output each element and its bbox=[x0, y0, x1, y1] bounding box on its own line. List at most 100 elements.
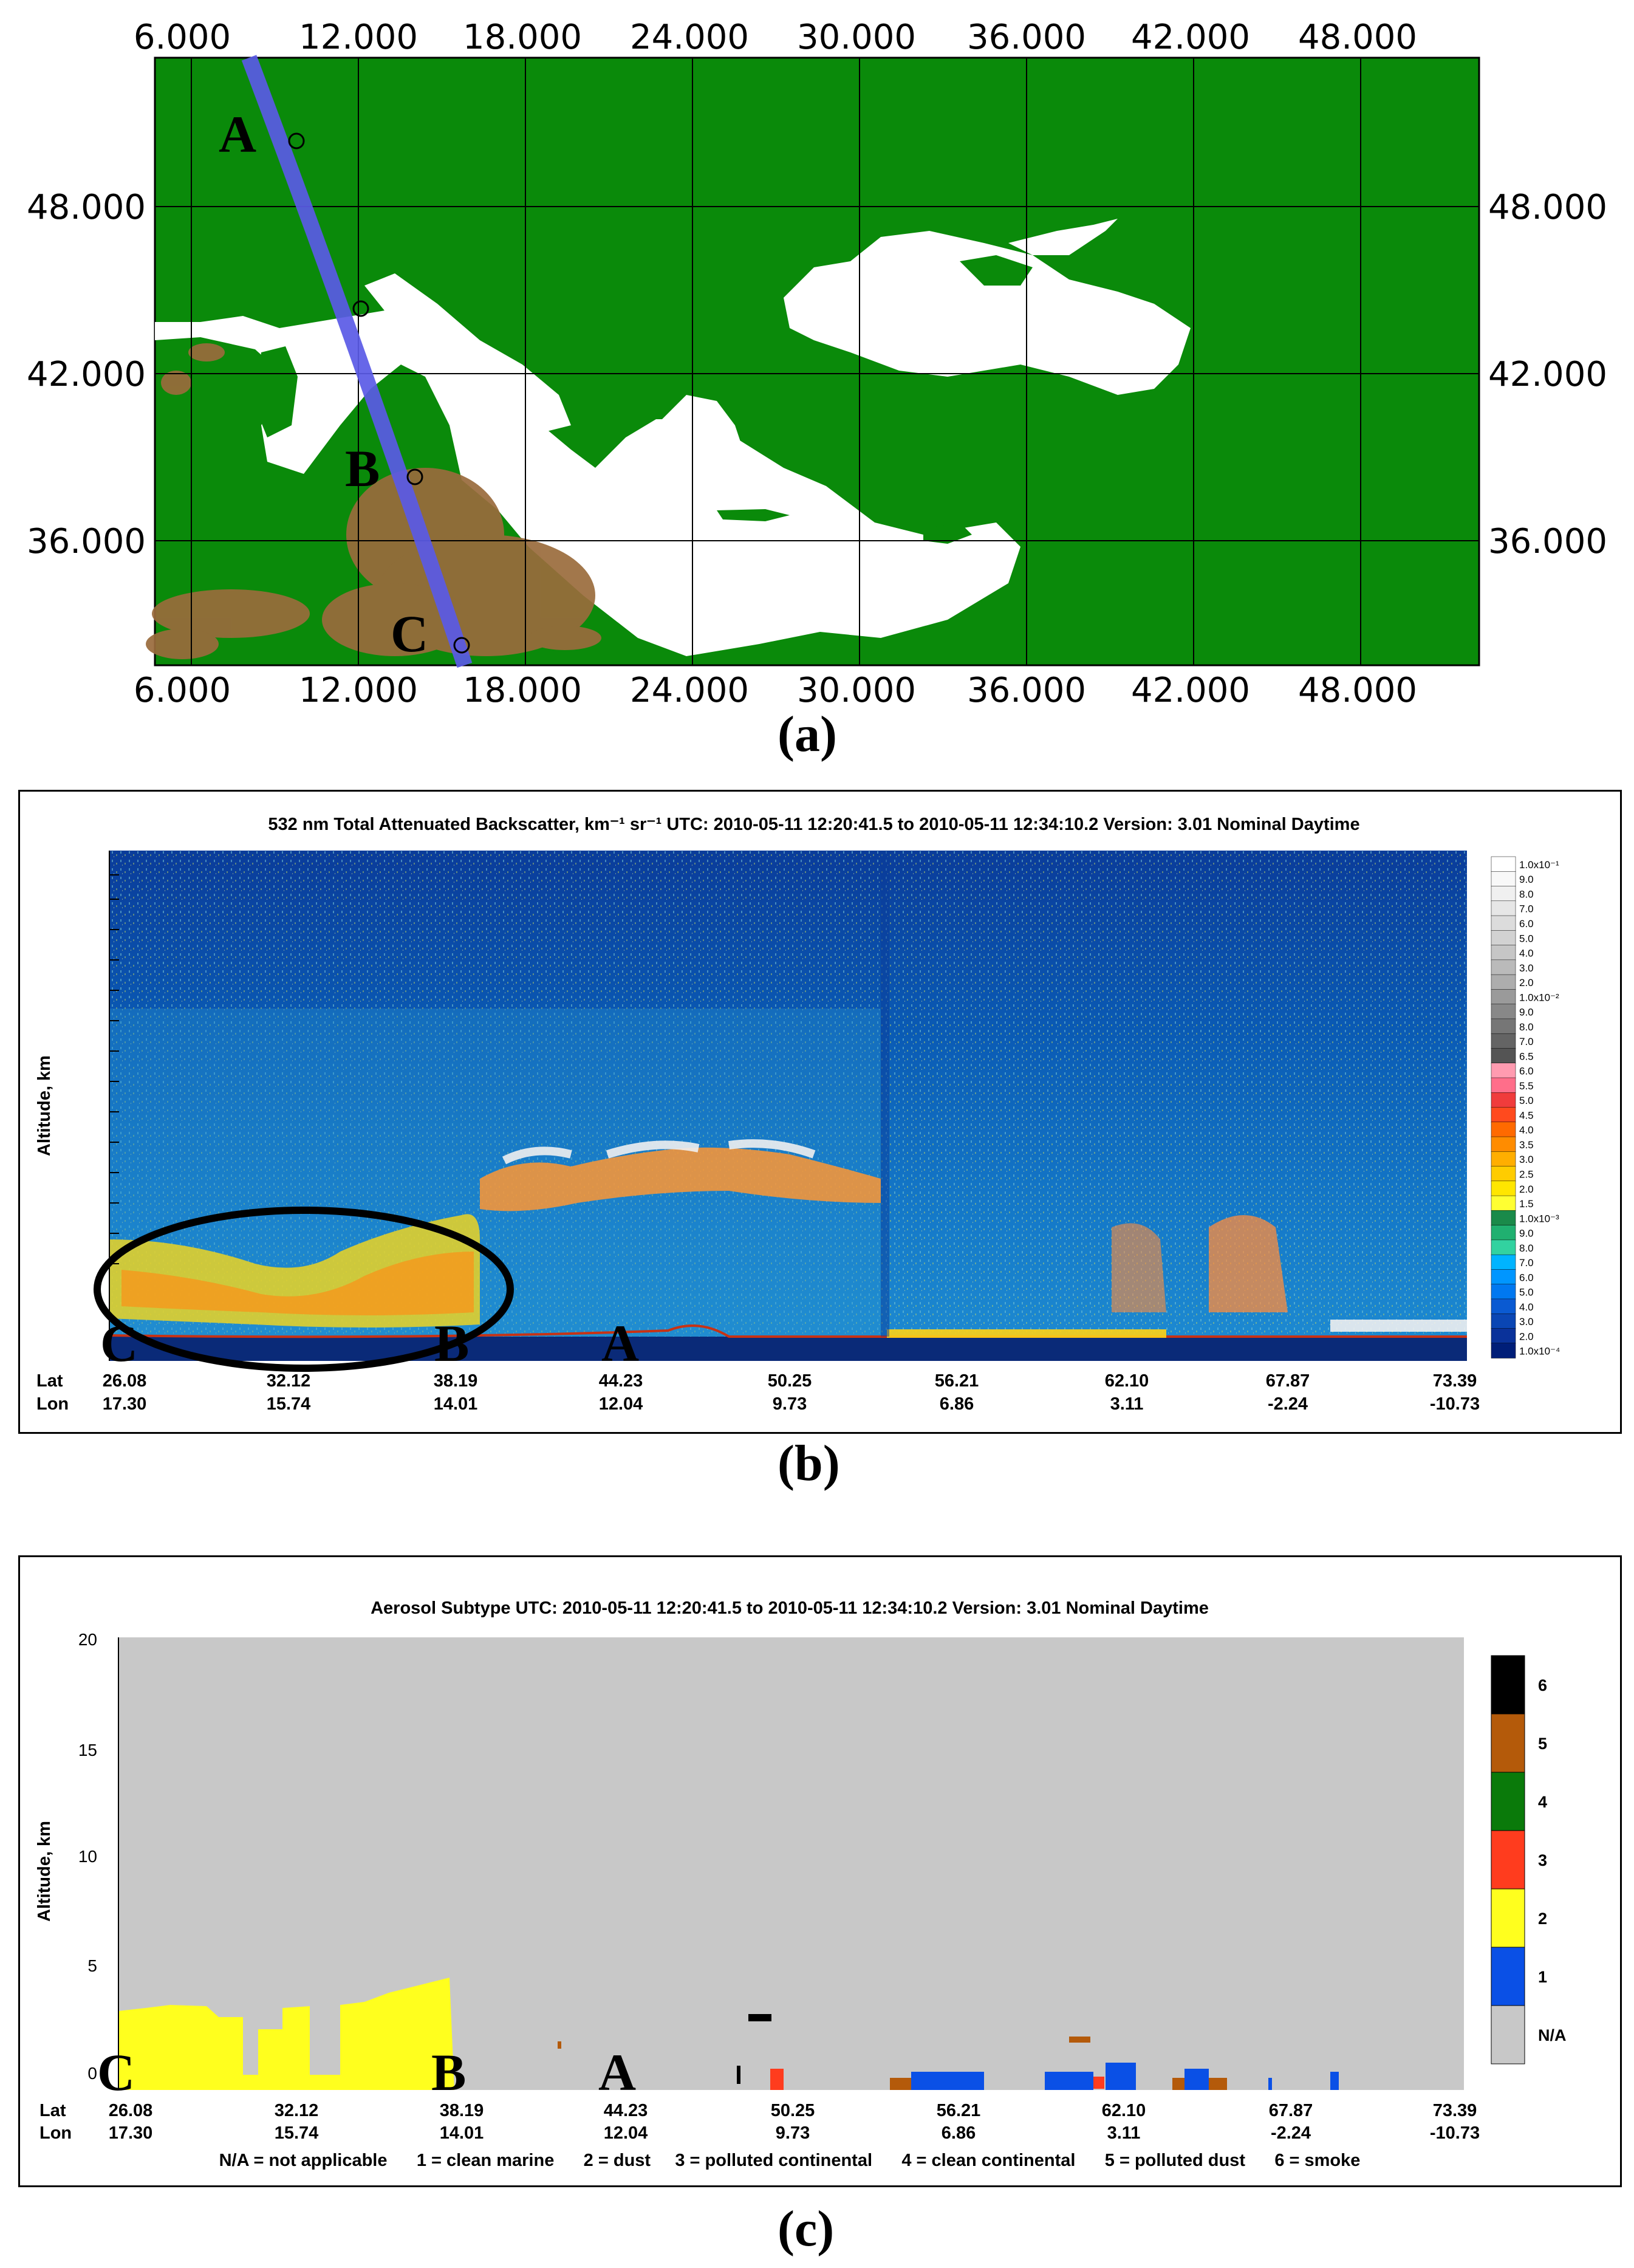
colorbar-label: 5.0 bbox=[1519, 1095, 1534, 1106]
map-ytick-left: 48.000 bbox=[27, 188, 146, 227]
subtype-lon-tick: 6.86 bbox=[942, 2123, 976, 2143]
map-panel: 6.000 12.000 18.000 24.000 30.000 36.000… bbox=[27, 18, 1607, 710]
subtype-lat-tick: 38.19 bbox=[440, 2101, 484, 2120]
colorbar-label: 9.0 bbox=[1519, 1228, 1534, 1239]
class-swatch bbox=[1491, 1888, 1525, 1948]
map-ytick-right: 48.000 bbox=[1488, 188, 1607, 227]
subtype-clean-marine bbox=[1268, 2078, 1272, 2090]
colorbar-swatch bbox=[1491, 871, 1516, 887]
backscatter-lat-tick: 50.25 bbox=[768, 1371, 812, 1391]
subtype-yaxis: 20 15 10 5 0 bbox=[78, 1630, 119, 2090]
colorbar-swatch bbox=[1491, 1225, 1516, 1241]
colorbar-label: 3.0 bbox=[1519, 962, 1534, 974]
map-crete bbox=[717, 509, 790, 521]
map-crimea bbox=[960, 255, 1033, 286]
point-label-b: B bbox=[345, 439, 380, 498]
subtype-ytick: 20 bbox=[78, 1630, 97, 1649]
colorbar-label: 4.0 bbox=[1519, 1125, 1534, 1136]
colorbar-swatch bbox=[1491, 1195, 1516, 1211]
subtype-clean-marine bbox=[911, 2072, 984, 2090]
subtype-polluted-continental bbox=[770, 2069, 784, 2090]
satellite-track bbox=[241, 55, 473, 668]
colorbar-label: 7.0 bbox=[1519, 1257, 1534, 1269]
backscatter-point-b: B bbox=[434, 1314, 469, 1372]
subtype-lon-tick: 3.11 bbox=[1107, 2123, 1141, 2143]
subtype-clean-marine bbox=[1184, 2069, 1209, 2090]
colorbar-swatch bbox=[1491, 1122, 1516, 1137]
subtype-point-c: C bbox=[97, 2043, 135, 2102]
panel-label-b: (b) bbox=[778, 1435, 840, 1492]
track-point-b bbox=[406, 468, 423, 485]
backscatter-lon-tick: 9.73 bbox=[773, 1394, 807, 1414]
colorbar-label: 1.0x10⁻² bbox=[1519, 992, 1559, 1003]
colorbar-swatch bbox=[1491, 1284, 1516, 1300]
colorbar-swatch bbox=[1491, 1092, 1516, 1108]
subtype-polluted-dust bbox=[1069, 2037, 1090, 2043]
backscatter-dust-core bbox=[121, 1252, 474, 1315]
colorbar-swatch bbox=[1491, 1254, 1516, 1270]
map-sardinia bbox=[255, 346, 298, 437]
panel-label-a: (a) bbox=[778, 706, 837, 762]
colorbar-label: 4.0 bbox=[1519, 1301, 1534, 1313]
subtype-polluted-dust bbox=[558, 2041, 561, 2049]
class-label: 5 bbox=[1538, 1735, 1547, 1753]
colorbar-swatch bbox=[1491, 1018, 1516, 1034]
backscatter-lon-tick: 15.74 bbox=[267, 1394, 311, 1414]
map-bottom-ticks: 6.000 12.000 18.000 24.000 30.000 36.000… bbox=[134, 671, 1417, 710]
colorbar-swatch bbox=[1491, 1166, 1516, 1182]
colorbar-swatch bbox=[1491, 1313, 1516, 1329]
colorbar-label: 8.0 bbox=[1519, 1021, 1534, 1033]
subtype-ytick: 5 bbox=[87, 1956, 97, 1975]
map-xtick-top: 30.000 bbox=[797, 18, 916, 57]
colorbar-swatch bbox=[1491, 1239, 1516, 1255]
map-sea-azov bbox=[1008, 219, 1118, 255]
colorbar-label: 9.0 bbox=[1519, 1007, 1534, 1018]
colorbar-label: 3.5 bbox=[1519, 1139, 1534, 1151]
subtype-polluted-dust bbox=[890, 2078, 911, 2090]
colorbar-label: 8.0 bbox=[1519, 888, 1534, 900]
track-point-c bbox=[453, 637, 470, 654]
colorbar-label: 6.0 bbox=[1519, 918, 1534, 930]
subtype-smoke-top bbox=[748, 2014, 771, 2021]
backscatter-lat-tick: 38.19 bbox=[434, 1371, 478, 1391]
colorbar-swatch bbox=[1491, 1210, 1516, 1226]
map-xtick-bottom: 42.000 bbox=[1131, 671, 1250, 710]
subtype-panel: Aerosol Subtype UTC: 2010-05-11 12:20:41… bbox=[35, 1598, 1567, 2170]
colorbar-swatch bbox=[1491, 856, 1516, 872]
colorbar-swatch bbox=[1491, 974, 1516, 990]
backscatter-right-plume bbox=[1209, 1215, 1288, 1312]
subtype-colorbar: 6 5 4 3 2 1 N/A bbox=[1491, 1655, 1567, 2064]
colorbar-swatch bbox=[1491, 1107, 1516, 1123]
colorbar-swatch bbox=[1491, 1033, 1516, 1049]
colorbar-swatch bbox=[1491, 886, 1516, 902]
subtype-lat-label: Lat bbox=[39, 2101, 66, 2120]
map-xtick-bottom: 6.000 bbox=[134, 671, 231, 710]
class-label: 2 bbox=[1538, 1910, 1547, 1928]
map-xtick-top: 42.000 bbox=[1131, 18, 1250, 57]
backscatter-lon-tick: 6.86 bbox=[940, 1394, 974, 1414]
subtype-lon-tick: 14.01 bbox=[440, 2123, 484, 2143]
colorbar-label: 3.0 bbox=[1519, 1154, 1534, 1165]
map-top-ticks: 6.000 12.000 18.000 24.000 30.000 36.000… bbox=[134, 18, 1417, 57]
backscatter-lon-tick: -2.24 bbox=[1268, 1394, 1308, 1414]
map-xtick-bottom: 12.000 bbox=[299, 671, 418, 710]
backscatter-lat-tick: 73.39 bbox=[1433, 1371, 1477, 1391]
map-sea-adriatic bbox=[364, 273, 571, 431]
backscatter-colorbar: 1.0x10⁻¹ 9.0 8.0 7.0 6.0 5.0 4.0 3.0 2.0 1.0x10⁻²… bbox=[1491, 856, 1560, 1358]
colorbar-label: 3.0 bbox=[1519, 1316, 1534, 1328]
map-sea-black bbox=[784, 231, 1191, 395]
map-xtick-top: 36.000 bbox=[967, 18, 1086, 57]
backscatter-point-c: C bbox=[100, 1314, 138, 1372]
colorbar-label: 5.0 bbox=[1519, 933, 1534, 944]
map-sea-aegean bbox=[656, 395, 747, 504]
colorbar-swatch bbox=[1491, 945, 1516, 961]
class-swatch bbox=[1491, 1772, 1525, 1831]
colorbar-label: 7.0 bbox=[1519, 903, 1534, 915]
map-xtick-top: 48.000 bbox=[1298, 18, 1417, 57]
colorbar-label: 4.0 bbox=[1519, 948, 1534, 959]
subtype-lat-tick: 56.21 bbox=[937, 2101, 981, 2120]
class-label: N/A bbox=[1538, 2026, 1567, 2044]
colorbar-swatch bbox=[1491, 1298, 1516, 1314]
backscatter-panel: 532 nm Total Attenuated Backscatter, km⁻… bbox=[35, 815, 1560, 1414]
backscatter-lon-tick: 14.01 bbox=[434, 1394, 478, 1414]
